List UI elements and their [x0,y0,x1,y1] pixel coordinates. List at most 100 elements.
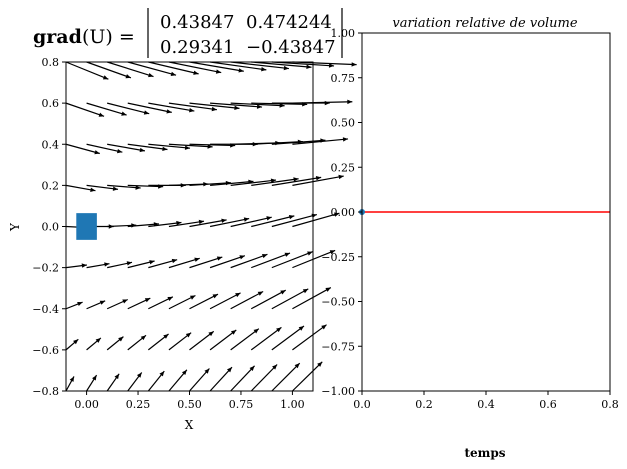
quiver-arrow [292,99,353,105]
quiver-arrow [292,324,327,351]
quiver-arrow [168,369,188,392]
quiver-arrow [209,61,267,72]
quiver-arrow [65,61,109,80]
quiver-arrow [65,376,75,392]
quiver-arrow [230,290,264,310]
quiver-y-tick-label: 0.2 [42,179,60,192]
quiver-arrow [168,332,192,351]
quiver-x-ticks: 0.00 0.25 0.50 0.75 1.00 [74,391,305,411]
quiver-arrow [86,300,106,310]
volume-y-tick-label: −0.25 [321,251,355,264]
quiver-arrow [230,216,272,228]
quiver-arrow [107,184,141,190]
quiver-arrow [148,143,191,150]
quiver-arrow [65,301,83,310]
volume-y-tick-label: 0.75 [331,72,356,85]
quiver-arrow [230,365,255,392]
quiver-arrow [210,102,263,109]
volume-y-tick-label: −0.75 [321,340,355,353]
quiver-y-tick-label: −0.2 [32,262,59,275]
quiver-arrow [230,328,260,351]
quiver-arrow [210,179,254,186]
quiver-arrow [127,143,168,152]
quiver-y-tick-label: −0.4 [32,303,59,316]
quiver-arrow [86,374,98,392]
quiver-arrow [271,288,309,310]
quiver-arrow [189,293,219,310]
quiver-arrow [209,329,237,351]
volume-x-ticks: 0.0 0.2 0.4 0.6 0.8 [353,391,619,411]
quiver-arrow [189,256,223,269]
quiver-arrow [86,143,123,154]
volume-y-tick-label: 1.00 [331,27,356,40]
quiver-arrow [209,255,246,269]
volume-y-ticks: −1.00 −0.75 −0.50 −0.25 0.00 0.25 0.50 0.75 1.00 [321,27,362,398]
quiver-y-tick-label: 0.0 [42,221,60,234]
volume-x-tick-label: 0.6 [539,398,557,411]
quiver-arrow [209,292,241,310]
quiver-axes: 0.00 0.25 0.50 0.75 1.00 −0.8 −0.6 −0.4 −0.2 0.0… [8,56,357,432]
quiver-arrow [148,61,199,75]
quiver-arrow [127,61,177,77]
volume-y-tick-label: −1.00 [321,385,355,398]
volume-y-tick-label: 0.00 [331,206,356,219]
quiver-arrow [189,368,210,392]
quiver-arrow [147,370,165,392]
quiver-arrow [209,366,233,392]
quiver-arrow [168,257,200,269]
quiver-arrow [189,218,227,228]
volume-y-tick-label: 0.25 [331,161,356,174]
matrix-a12: 0.474244 [246,12,332,33]
quiver-arrow [127,334,147,351]
quiver-arrow [86,337,102,351]
quiver-arrow [65,102,105,117]
quiver-x-label: X [185,418,194,432]
quiver-arrow [65,263,87,269]
quiver-y-tick-label: −0.6 [32,344,59,357]
quiver-x-tick-label: 0.00 [74,398,99,411]
quiver-arrow [107,261,133,269]
quiver-arrow [291,361,323,392]
quiver-y-ticks: −0.8 −0.6 −0.4 −0.2 0.0 0.2 0.4 0.6 0.8 [32,56,66,398]
grad-label: grad [33,26,82,48]
quiver-y-tick-label: −0.8 [32,385,59,398]
quiver-arrow [168,61,222,74]
quiver-arrow [250,326,282,351]
quiver-x-tick-label: 1.00 [280,398,305,411]
quiver-arrow [168,294,196,310]
quiver-arrow [271,362,301,392]
quiver-arrow [292,249,336,269]
quiver-arrow [106,298,128,310]
quiver-arrow [230,178,277,186]
volume-x-label: temps [464,446,505,460]
quiver-arrow [292,137,349,145]
quiver-arrow [230,61,289,71]
quiver-arrow [251,214,295,228]
quiver-arrow [251,177,299,186]
quiver-arrow [65,143,100,155]
quiver-arrow [292,212,340,228]
quiver-arrow [251,61,312,70]
quiver-y-tick-label: 0.6 [42,97,60,110]
quiver-arrow [127,102,172,114]
quiver-y-tick-label: 0.4 [42,138,60,151]
quiver-arrow [86,262,110,269]
quiver-arrow [168,143,213,149]
quiver-arrow [209,217,250,228]
quiver-arrow [189,102,240,111]
quiver-arrow [189,61,244,73]
quiver-arrow [271,251,313,269]
quiver-x-tick-label: 0.25 [126,398,151,411]
quiver-arrow [292,287,332,310]
quiver-x-tick-label: 0.50 [177,398,202,411]
matrix-a11: 0.43847 [160,12,234,33]
quiver-arrow [148,220,182,228]
quiver-arrow [127,297,151,310]
quiver-arrow [147,333,169,351]
quiver-title: grad (U) = 0.43847 0.474244 0.29341 −0.4… [33,8,343,58]
quiver-arrow [271,176,322,186]
quiver-arrow [251,252,291,269]
volume-x-tick-label: 0.4 [477,398,495,411]
quiver-arrow [86,102,127,116]
